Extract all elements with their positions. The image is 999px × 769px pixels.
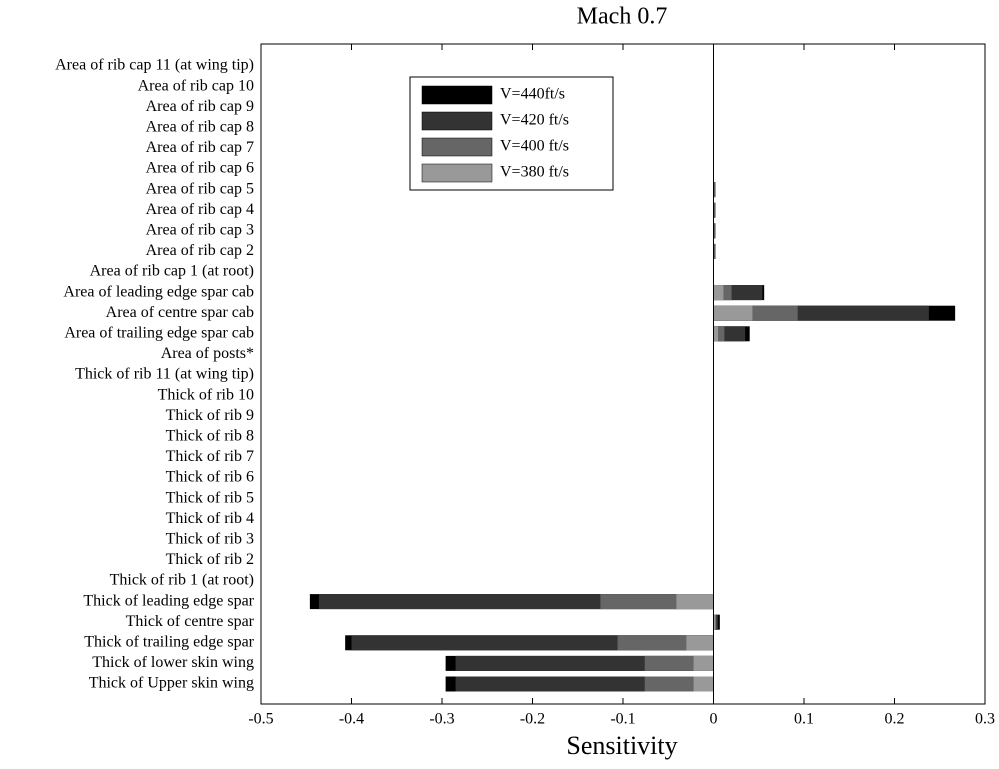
y-tick-label: Area of rib cap 7 <box>146 139 254 156</box>
x-tick-label: 0.3 <box>975 711 995 728</box>
x-tick-label: 0 <box>710 711 718 728</box>
x-tick-label: -0.1 <box>610 711 635 728</box>
y-tick-label: Thick of rib 7 <box>166 448 254 465</box>
legend-label: V=380 ft/s <box>500 164 569 181</box>
y-tick-label: Area of rib cap 3 <box>146 221 254 238</box>
legend-swatch <box>421 163 493 183</box>
x-tick-label: -0.4 <box>339 711 364 728</box>
y-tick-label: Thick of rib 5 <box>166 489 254 506</box>
y-tick-label: Thick of trailing edge spar <box>84 633 254 650</box>
y-tick-label: Thick of rib 3 <box>166 530 254 547</box>
legend-swatch <box>421 111 493 131</box>
y-tick-label: Thick of rib 1 (at root) <box>110 572 254 589</box>
x-tick-label: -0.2 <box>520 711 545 728</box>
bar <box>686 635 714 651</box>
y-tick-label: Area of rib cap 10 <box>138 77 254 94</box>
legend-label: V=440ft/s <box>500 86 565 103</box>
y-tick-label: Thick of centre spar <box>126 613 255 630</box>
y-tick-label: Thick of rib 2 <box>166 551 254 568</box>
chart-title: Mach 0.7 <box>577 4 668 30</box>
legend-swatch <box>421 137 493 157</box>
x-tick-label: 0.2 <box>885 711 905 728</box>
plot-frame <box>260 43 986 705</box>
y-tick-label: Area of rib cap 2 <box>146 242 254 259</box>
y-tick-label: Area of leading edge spar cab <box>63 283 254 300</box>
y-tick-label: Thick of Upper skin wing <box>89 675 254 692</box>
legend-label: V=400 ft/s <box>500 138 569 155</box>
y-tick-label: Thick of lower skin wing <box>92 654 254 671</box>
y-tick-label: Area of rib cap 11 (at wing tip) <box>55 57 254 74</box>
bar <box>713 614 716 630</box>
y-tick-label: Area of rib cap 4 <box>146 201 254 218</box>
y-tick-label: Area of rib cap 5 <box>146 180 254 197</box>
legend-swatch <box>421 85 493 105</box>
y-tick-label: Thick of leading edge spar <box>83 592 254 609</box>
x-tick-label: 0.1 <box>794 711 814 728</box>
bar <box>713 285 724 301</box>
y-tick-label: Thick of rib 6 <box>166 469 254 486</box>
y-tick-label: Thick of rib 9 <box>166 407 254 424</box>
y-tick-label: Area of trailing edge spar cab <box>64 324 254 341</box>
y-tick-label: Area of posts* <box>161 345 254 362</box>
bar <box>713 305 753 321</box>
x-axis-label: Sensitivity <box>566 731 677 760</box>
x-tick-label: -0.5 <box>248 711 273 728</box>
y-tick-label: Area of rib cap 8 <box>146 118 254 135</box>
y-tick-label: Thick of rib 10 <box>158 386 254 403</box>
x-tick-label: -0.3 <box>429 711 454 728</box>
y-tick-label: Area of rib cap 1 (at root) <box>90 263 254 280</box>
legend-label: V=420 ft/s <box>500 112 569 129</box>
y-tick-label: Thick of rib 4 <box>166 510 254 527</box>
bar <box>713 326 725 342</box>
y-tick-label: Area of centre spar cab <box>106 304 254 321</box>
y-tick-label: Thick of rib 8 <box>166 427 254 444</box>
bar <box>693 676 714 692</box>
y-tick-label: Thick of rib 11 (at wing tip) <box>75 366 254 383</box>
bar <box>713 326 719 342</box>
bar <box>676 594 714 610</box>
y-tick-label: Area of rib cap 6 <box>146 160 254 177</box>
bar <box>693 655 714 671</box>
y-tick-label: Area of rib cap 9 <box>146 98 254 115</box>
